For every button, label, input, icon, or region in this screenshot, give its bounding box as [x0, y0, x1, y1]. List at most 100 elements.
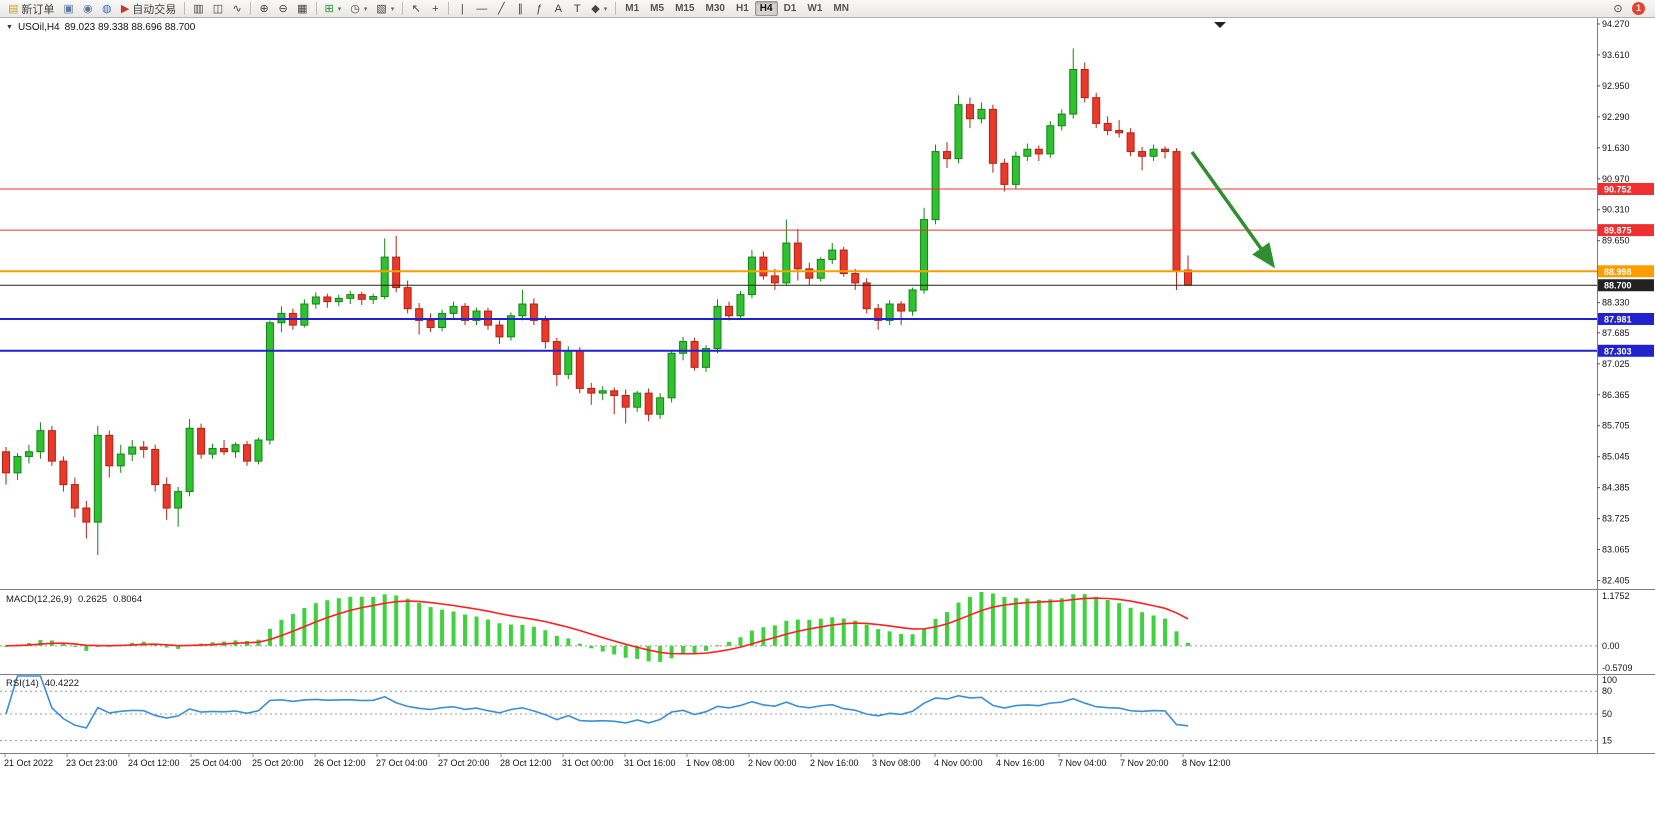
indicators-button[interactable]: ⊞ ▾ [321, 1, 346, 17]
timeframe-m15-button[interactable]: M15 [675, 3, 695, 14]
print-button[interactable]: ▣ [59, 1, 77, 17]
timeframe-mn-button[interactable]: MN [833, 3, 849, 14]
candle-body [1103, 122, 1112, 131]
toolbar: ▤ 新订单 ▣ ◉ ◍ ▶ 自动交易 ▥ ◫ ∿ ⊕ ⊖ ▦ ⊞ ▾ ◷ ▾ ▧ ▾ ↖ + | — ╱ ∥ ƒ A T ◆ ▾ M1 M5 M… [0, 0, 1655, 18]
price-axis[interactable]: 94.270 93.610 92.950 92.290 91.630 90.970 90.3… [1597, 19, 1630, 586]
channel-button[interactable]: ∥ [511, 1, 529, 17]
vertical-line-icon: | [460, 2, 464, 15]
timeframe-d1-button[interactable]: D1 [783, 3, 797, 14]
svg-text:1.1752: 1.1752 [1602, 591, 1630, 601]
timeframe-m30-button[interactable]: M30 [705, 3, 725, 14]
fibonacci-button[interactable]: ƒ [530, 1, 548, 17]
svg-text:80: 80 [1602, 686, 1612, 696]
macd-histogram [4, 592, 1190, 662]
timeframe-w1-button[interactable]: W1 [807, 3, 823, 14]
candle-body [105, 434, 114, 467]
print-preview-button[interactable]: ◉ [79, 1, 97, 17]
svg-text:87.025: 87.025 [1602, 359, 1630, 369]
horizontal-line-button[interactable]: — [472, 1, 491, 17]
candle-body [139, 446, 148, 450]
candle-body [13, 455, 22, 474]
candle-body [2, 451, 10, 474]
tile-windows-button[interactable]: ▦ [293, 1, 311, 17]
svg-text:94.270: 94.270 [1602, 19, 1630, 29]
notification-badge[interactable]: 1 [1632, 2, 1645, 15]
candle-body [747, 256, 756, 296]
text-button[interactable]: A [549, 1, 567, 17]
cursor-icon: ↖ [411, 2, 421, 15]
candle-body [575, 350, 584, 389]
shapes-icon: ◆ [591, 2, 600, 15]
svg-text:84.385: 84.385 [1602, 483, 1630, 493]
horizontal-line-icon: — [476, 2, 488, 15]
candle-body [392, 256, 401, 289]
shapes-button[interactable]: ◆ ▾ [587, 1, 611, 17]
chart-shift-marker[interactable] [1214, 22, 1226, 28]
price-badge-89.875: 89.875 [1598, 224, 1654, 237]
svg-text:93.610: 93.610 [1602, 50, 1630, 60]
candle-body [529, 303, 538, 321]
svg-text:50: 50 [1602, 709, 1612, 719]
candle-body [415, 308, 424, 321]
text-icon: A [554, 2, 562, 15]
candle-body [1172, 151, 1181, 271]
candle-body [587, 387, 596, 394]
candle-body [598, 390, 607, 394]
autotrading-button[interactable]: ▶ 自动交易 [117, 1, 180, 17]
candle-body [610, 390, 619, 396]
one-click-trading-toggle-icon[interactable]: ▼ [6, 24, 13, 31]
dropdown-caret-icon: ▾ [337, 5, 342, 13]
zoom-in-button[interactable]: ⊕ [255, 1, 273, 17]
svg-text:25 Oct 20:00: 25 Oct 20:00 [252, 758, 304, 768]
trendline-button[interactable]: ╱ [492, 1, 510, 17]
zoom-in-icon: ⊕ [259, 2, 269, 15]
trend-arrow[interactable] [1190, 150, 1276, 269]
timeframe-m1-button[interactable]: M1 [625, 3, 640, 14]
community-button[interactable]: ◍ [98, 1, 116, 17]
svg-text:100: 100 [1602, 675, 1617, 685]
svg-text:4 Nov 00:00: 4 Nov 00:00 [934, 758, 983, 768]
time-axis[interactable]: 21 Oct 2022 23 Oct 23:00 24 Oct 12:00 25 Oc… [4, 754, 1231, 768]
cursor-button[interactable]: ↖ [407, 1, 425, 17]
candle-body [70, 484, 79, 509]
candle-body [24, 451, 33, 457]
candle-body [713, 305, 722, 350]
candle-body [518, 303, 527, 317]
new-order-button[interactable]: ▤ 新订单 [4, 1, 58, 17]
crosshair-button[interactable]: + [426, 1, 444, 17]
candle-body [541, 319, 550, 343]
svg-text:27 Oct 20:00: 27 Oct 20:00 [438, 758, 490, 768]
timeframe-m5-button[interactable]: M5 [650, 3, 665, 14]
search-button[interactable]: ⊙ [1609, 1, 1627, 17]
timeframe-h1-button[interactable]: H1 [735, 3, 749, 14]
candle-body [656, 397, 665, 415]
vertical-line-button[interactable]: | [453, 1, 471, 17]
line-chart-button[interactable]: ∿ [228, 1, 246, 17]
candle-body [1023, 148, 1032, 157]
bar-chart-button[interactable]: ▥ [189, 1, 207, 17]
svg-text:88.998: 88.998 [1604, 267, 1632, 277]
periods-button[interactable]: ◷ ▾ [346, 1, 371, 17]
timeframe-h4-button[interactable]: H4 [754, 1, 778, 16]
candle-body [495, 324, 504, 338]
svg-text:28 Oct 12:00: 28 Oct 12:00 [500, 758, 552, 768]
price-chart[interactable]: 94.270 93.610 92.950 92.290 91.630 90.970 90.3… [0, 18, 1655, 818]
candle-body [770, 275, 779, 284]
svg-text:7 Nov 20:00: 7 Nov 20:00 [1120, 758, 1169, 768]
svg-text:87.981: 87.981 [1604, 314, 1632, 324]
print-preview-icon: ◉ [83, 2, 93, 15]
dropdown-caret-icon: ▾ [603, 5, 608, 13]
zoom-out-button[interactable]: ⊖ [274, 1, 292, 17]
templates-button[interactable]: ▧ ▾ [372, 1, 398, 17]
candlestick-chart-button[interactable]: ◫ [209, 1, 227, 17]
svg-text:85.045: 85.045 [1602, 452, 1630, 462]
candle-body [1034, 148, 1043, 155]
candle-body [82, 507, 91, 523]
toolbar-separator [615, 2, 617, 15]
candle-body [369, 296, 378, 300]
label-button[interactable]: T [568, 1, 586, 17]
svg-text:82.405: 82.405 [1602, 576, 1630, 586]
candle-body [633, 392, 642, 408]
price-badge-87.981: 87.981 [1598, 312, 1654, 325]
svg-text:88.330: 88.330 [1602, 298, 1630, 308]
